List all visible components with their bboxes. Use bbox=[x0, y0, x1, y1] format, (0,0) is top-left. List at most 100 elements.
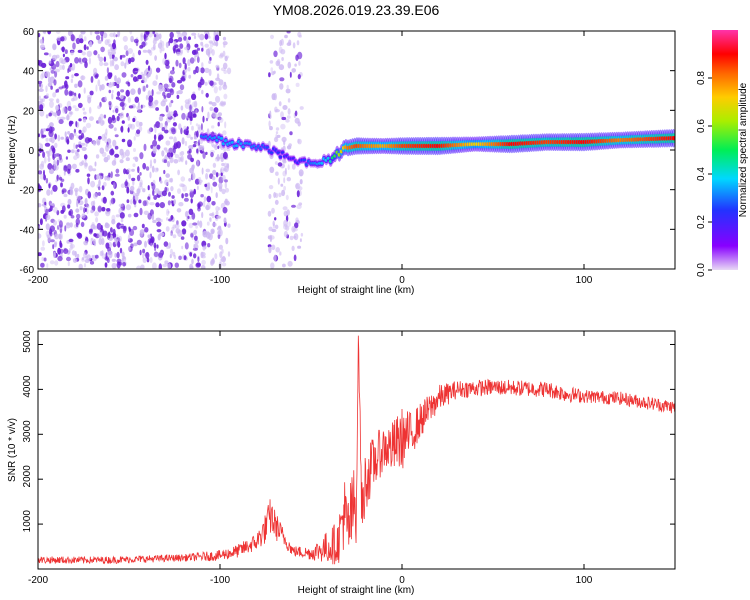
spectrogram-noise-cell bbox=[172, 122, 177, 127]
spectrogram-noise-cell bbox=[69, 111, 73, 115]
spectrogram-noise-cell bbox=[71, 136, 74, 141]
spectrogram-noise-cell bbox=[99, 61, 104, 67]
spectrogram-noise-cell bbox=[149, 171, 152, 179]
spectrogram-noise-cell bbox=[127, 115, 131, 121]
spectrogram-noise-cell bbox=[152, 31, 155, 35]
spectrogram-noise-cell bbox=[125, 89, 130, 97]
spectrogram-noise-cell bbox=[224, 55, 228, 62]
spectrogram-noise-cell bbox=[42, 31, 47, 34]
spectrogram-noise-cell bbox=[43, 52, 49, 56]
spectrogram-noise-cell bbox=[279, 83, 284, 90]
spectrogram-noise-cell bbox=[142, 162, 147, 170]
spectrogram-noise-cell bbox=[295, 82, 300, 87]
spectrogram-noise-cell bbox=[77, 102, 83, 109]
spectrogram-noise-cell bbox=[142, 188, 146, 193]
spectrogram-noise-cell bbox=[98, 56, 104, 62]
spectrogram-noise-cell bbox=[139, 172, 142, 176]
spectrogram-noise-cell bbox=[215, 192, 218, 199]
spectrogram-noise-cell bbox=[187, 215, 190, 219]
spectrogram-noise-cell bbox=[98, 179, 101, 187]
spectrogram-noise-cell bbox=[50, 85, 53, 90]
spectrogram-noise-cell bbox=[268, 185, 274, 190]
spectrogram-noise-cell bbox=[67, 198, 72, 205]
spectrogram-noise-cell bbox=[119, 247, 123, 254]
spectrogram-noise-cell bbox=[82, 117, 87, 123]
spectrogram-noise-cell bbox=[97, 192, 101, 196]
spectrogram-noise-cell bbox=[103, 62, 109, 66]
spectrogram-noise-cell bbox=[47, 31, 52, 35]
spectrogram-noise-cell bbox=[113, 237, 117, 241]
spectrogram-noise-cell bbox=[284, 167, 287, 175]
spectrogram-noise-cell bbox=[177, 90, 183, 95]
spectrogram-noise-cell bbox=[74, 73, 79, 77]
spectrogram-noise-cell bbox=[211, 222, 217, 227]
spectrogram-noise-cell bbox=[275, 127, 280, 131]
spectrogram-noise-cell bbox=[294, 110, 298, 117]
spectrogram-noise-cell bbox=[57, 247, 61, 255]
spectrogram-noise-cell bbox=[200, 251, 206, 257]
spectrogram-noise-cell bbox=[270, 34, 274, 40]
spectrogram-noise-cell bbox=[179, 183, 185, 188]
spectrogram-noise-cell bbox=[78, 141, 82, 145]
spectrogram-noise-cell bbox=[278, 192, 282, 198]
spectrogram-noise-cell bbox=[93, 226, 98, 230]
spectrogram-noise-cell bbox=[212, 162, 217, 168]
spectrogram-noise-cell bbox=[173, 159, 179, 164]
spectrogram-noise-cell bbox=[168, 218, 172, 222]
spectrogram-noise-cell bbox=[155, 107, 160, 111]
spectrogram-noise-cell bbox=[130, 35, 135, 43]
spectrogram-noise-cell bbox=[288, 221, 291, 227]
spectrogram-noise-cell bbox=[157, 42, 163, 49]
spectrogram-noise-cell bbox=[224, 182, 227, 189]
spectrogram-noise-cell bbox=[125, 149, 130, 157]
spectrogram-noise-cell bbox=[58, 119, 64, 125]
spectrogram-noise-cell bbox=[50, 70, 55, 74]
spectrogram-noise-cell bbox=[281, 116, 287, 121]
spectrogram-noise-cell bbox=[49, 231, 53, 237]
spectrogram-noise-cell bbox=[53, 241, 58, 246]
spectrogram-noise-cell bbox=[173, 255, 177, 260]
spectrogram-noise-cell bbox=[113, 56, 118, 62]
spectrogram-noise-cell bbox=[143, 143, 147, 152]
spectrogram-noise-cell bbox=[179, 152, 182, 157]
spectrogram-noise-cell bbox=[137, 74, 143, 80]
spectrogram-noise-cell bbox=[184, 72, 187, 80]
spectrogram-noise-cell bbox=[181, 137, 185, 145]
spectrogram-noise-cell bbox=[166, 161, 171, 168]
spectrogram-noise-cell bbox=[39, 163, 44, 170]
spectrogram-ridge-core bbox=[276, 151, 281, 154]
spectrogram-noise-cell bbox=[106, 67, 109, 74]
spectrogram-noise-cell bbox=[181, 75, 186, 82]
spectrogram-noise-cell bbox=[145, 84, 149, 88]
spectrogram-noise-cell bbox=[88, 116, 94, 121]
spectrogram-noise-cell bbox=[193, 35, 197, 40]
spectrogram-noise-cell bbox=[107, 51, 112, 56]
spectrogram-noise-cell bbox=[102, 196, 107, 204]
spectrogram-noise-cell bbox=[175, 59, 179, 67]
spectrogram-noise-cell bbox=[110, 227, 113, 233]
spectrogram-noise-cell bbox=[121, 120, 125, 124]
spectrogram-noise-cell bbox=[269, 234, 273, 243]
spectrogram-noise-cell bbox=[168, 178, 173, 183]
spectrogram-noise-cell bbox=[57, 134, 61, 142]
spectrogram-noise-cell bbox=[152, 80, 158, 86]
snr-panel: -200 -100 0 100 1000 2000 3000 4000 5000 Height… bbox=[7, 330, 676, 596]
spectrogram-noise-cell bbox=[66, 114, 70, 121]
spectrogram-noise-cell bbox=[202, 245, 206, 251]
spectrogram-noise-cell bbox=[163, 241, 169, 247]
spectrogram-noise-cell bbox=[50, 136, 55, 144]
spectrogram-noise-cell bbox=[153, 99, 159, 105]
spectrogram-noise-cell bbox=[280, 38, 284, 46]
spectrogram-noise-cell bbox=[269, 60, 274, 64]
spectrogram-noise-cell bbox=[127, 123, 133, 129]
spectrogram-noise-cell bbox=[142, 200, 147, 207]
spectrogram-noise-cell bbox=[221, 262, 227, 267]
spectrogram-noise-cell bbox=[206, 195, 212, 203]
spectrogram-noise-cell bbox=[42, 98, 45, 102]
spectrogram-noise-cell bbox=[162, 98, 168, 103]
spectrogram-noise-cell bbox=[121, 54, 126, 58]
spectrogram-noise-cell bbox=[72, 105, 77, 109]
spectrogram-noise-cell bbox=[104, 96, 107, 101]
spectrogram-noise-cell bbox=[169, 70, 175, 75]
spectrogram-noise-cell bbox=[215, 206, 220, 212]
